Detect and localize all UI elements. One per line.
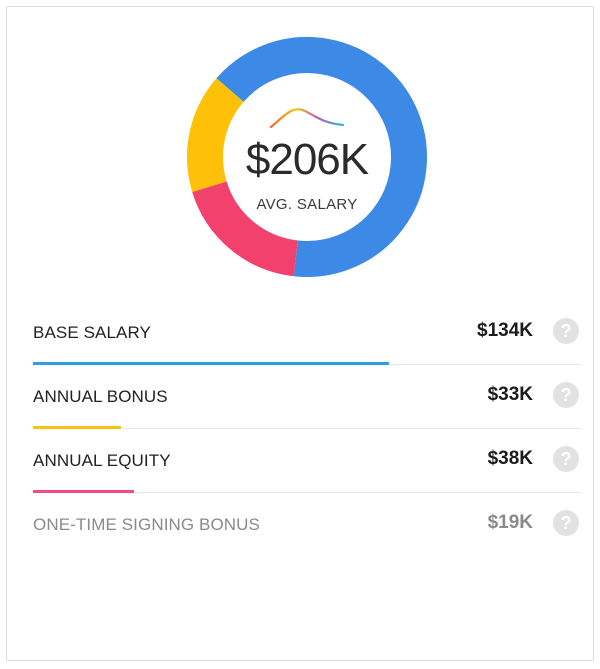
annual-equity-bar (33, 490, 134, 493)
salary-donut-chart: $206K AVG. SALARY (185, 35, 429, 279)
base-salary-bar (33, 362, 389, 365)
annual-bonus-bar (33, 426, 121, 429)
salary-distribution-sparkline (269, 108, 345, 129)
annual-bonus-value: $33K (487, 384, 533, 405)
donut-ring (187, 37, 427, 277)
donut-segment-annual-equity (192, 180, 299, 277)
breakdown-row-annual-bonus: ANNUAL BONUS $33K ? (33, 365, 581, 429)
avg-salary-value: $206K (245, 135, 369, 184)
donut-segment-base-salary (216, 37, 427, 277)
signing-bonus-value: $19K (487, 512, 533, 533)
base-salary-value: $134K (477, 320, 533, 341)
annual-equity-value: $38K (487, 448, 533, 469)
compensation-breakdown: BASE SALARY $134K ? ANNUAL BONUS $33K ? … (33, 301, 581, 557)
breakdown-row-annual-equity: ANNUAL EQUITY $38K ? (33, 429, 581, 493)
help-icon[interactable]: ? (553, 510, 579, 536)
annual-equity-label: ANNUAL EQUITY (33, 451, 171, 470)
avg-salary-label: AVG. SALARY (256, 196, 358, 213)
breakdown-row-base-salary: BASE SALARY $134K ? (33, 301, 581, 365)
signing-bonus-label: ONE-TIME SIGNING BONUS (33, 515, 260, 534)
donut-segment-annual-bonus (187, 78, 244, 192)
salary-card: $206K AVG. SALARY BASE SALARY $134K ? AN… (6, 6, 594, 661)
breakdown-row-signing-bonus: ONE-TIME SIGNING BONUS $19K ? (33, 493, 581, 557)
help-icon[interactable]: ? (553, 382, 579, 408)
help-icon[interactable]: ? (553, 318, 579, 344)
annual-bonus-label: ANNUAL BONUS (33, 387, 168, 406)
help-icon[interactable]: ? (553, 446, 579, 472)
base-salary-label: BASE SALARY (33, 323, 151, 342)
